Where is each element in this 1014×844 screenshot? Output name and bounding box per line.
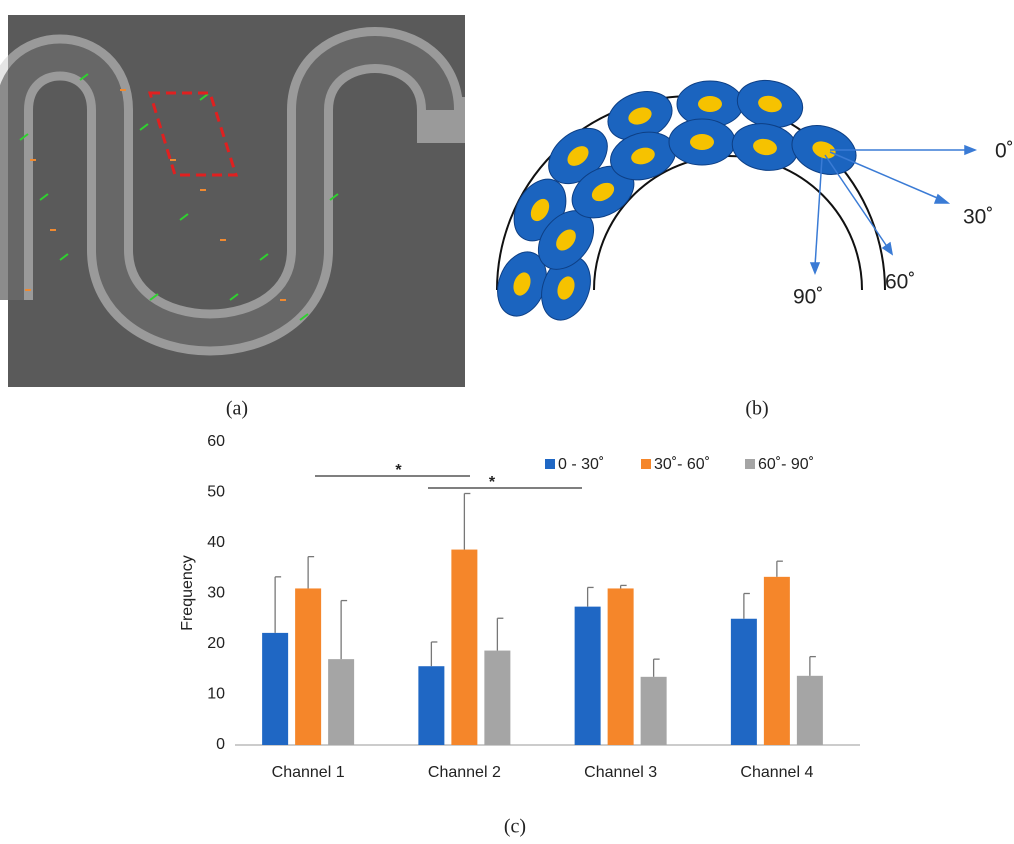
bar: [575, 607, 601, 745]
legend-swatch: [745, 459, 755, 469]
x-tick-label: Channel 1: [272, 764, 345, 781]
angle-label: 30˚: [963, 206, 993, 229]
x-tick-label: Channel 2: [428, 764, 501, 781]
bar: [328, 659, 354, 745]
angle-label: 0˚: [995, 140, 1014, 163]
y-tick-label: 50: [207, 484, 225, 501]
x-tick-label: Channel 3: [584, 764, 657, 781]
panel-label: (b): [745, 398, 768, 420]
angle-label: 60˚: [885, 271, 915, 294]
figure: (a) 0˚ 30˚ 60˚ 90˚ (b) Frequency (c) 0 10…: [0, 0, 1014, 844]
legend-swatch: [545, 459, 555, 469]
micrograph: [8, 15, 465, 387]
legend-label: 0 - 30˚: [558, 456, 604, 473]
bar: [641, 677, 667, 745]
nucleus: [690, 134, 714, 150]
legend-swatch: [641, 459, 651, 469]
bar: [797, 676, 823, 745]
bar: [484, 651, 510, 745]
legend-label: 60˚- 90˚: [758, 456, 814, 473]
bar: [295, 588, 321, 745]
y-tick-label: 30: [207, 585, 225, 602]
nucleus: [698, 96, 722, 112]
bar: [608, 588, 634, 745]
x-tick-label: Channel 4: [740, 764, 813, 781]
bar: [451, 550, 477, 745]
bar: [418, 666, 444, 745]
y-tick-label: 20: [207, 635, 225, 652]
bar: [764, 577, 790, 745]
y-axis-title: Frequency: [179, 555, 196, 631]
panel-label: (c): [504, 816, 526, 838]
angle-label: 90˚: [793, 286, 823, 309]
y-tick-label: 60: [207, 433, 225, 450]
legend-label: 30˚- 60˚: [654, 456, 710, 473]
y-tick-label: 10: [207, 686, 225, 703]
annotation: *: [395, 462, 402, 479]
y-tick-label: 40: [207, 534, 225, 551]
bar: [731, 619, 757, 745]
annotation: *: [489, 474, 496, 491]
panel-label: (a): [226, 398, 248, 420]
y-tick-label: 0: [216, 736, 225, 753]
bar: [262, 633, 288, 745]
